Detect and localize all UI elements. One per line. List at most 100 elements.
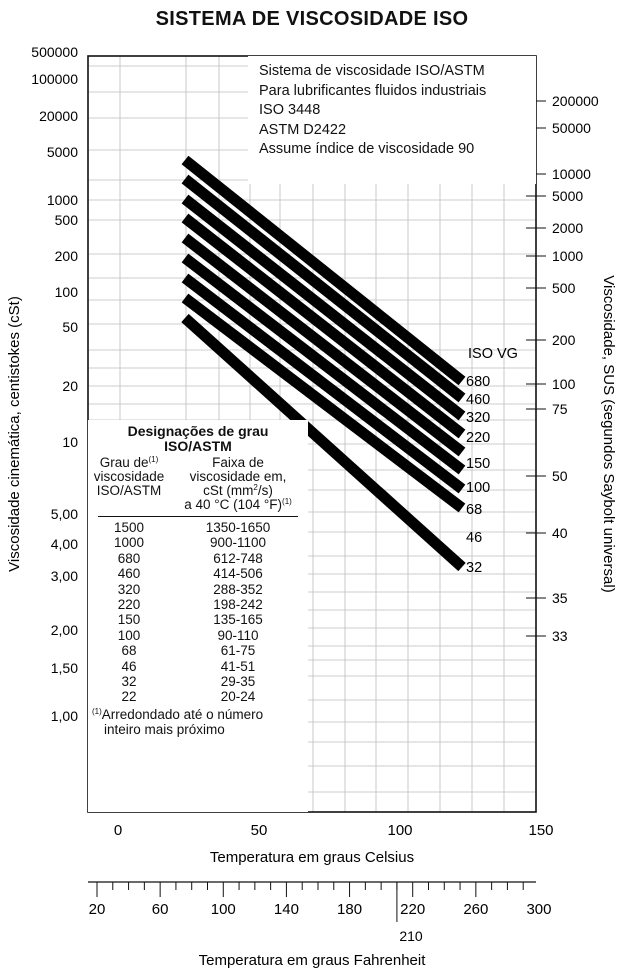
table-row: 220 198-242 — [88, 597, 308, 612]
grade-cell: 1000 — [113, 535, 145, 551]
x2-tick-label: 220 — [400, 901, 425, 918]
x2-tick-label: 60 — [152, 901, 169, 918]
x2-tick-label: 20 — [89, 901, 106, 918]
y-tick-label: 200 — [55, 248, 79, 264]
table-row: 100 90-110 — [88, 628, 308, 643]
x-tick-labels: 0 50 100 150 — [114, 822, 554, 839]
y2-ticks: 200000 50000 10000 5000 2000 1000 500 200 100 75 5… — [526, 93, 599, 644]
range-cell: 900-1100 — [209, 535, 267, 551]
fahrenheit-axis: 20 60 100 140 180 220 260 300 — [88, 881, 551, 922]
x2-extra-label: 210 — [399, 928, 423, 944]
y2-tick-label: 200 — [552, 332, 576, 348]
y2-tick-label: 5000 — [552, 188, 583, 204]
y2-tick-label: 75 — [552, 401, 568, 417]
info-line: Sistema de viscosidade ISO/ASTM — [259, 63, 485, 79]
range-cell: 29-35 — [220, 674, 256, 690]
range-cell: 41-51 — [220, 658, 256, 674]
range-cell: 61-75 — [220, 643, 256, 659]
y2-tick-label: 33 — [552, 628, 568, 644]
grade-cell: 32 — [121, 674, 137, 690]
grade-cell: 22 — [121, 689, 137, 705]
grade-cell: 220 — [117, 597, 141, 613]
range-cell: 1350-1650 — [205, 520, 271, 535]
series-line-150 — [181, 233, 466, 457]
x-axis-label: Temperatura em graus Celsius — [210, 849, 414, 866]
chart-title: SISTEMA DE VISCOSIDADE ISO — [155, 8, 469, 30]
y2-tick-label: 2000 — [552, 220, 583, 236]
info-line: Assume índice de viscosidade 90 — [259, 141, 475, 157]
grade-cell: 320 — [117, 581, 141, 597]
range-cell: 612-748 — [213, 550, 263, 566]
col-header-range: Faixa de viscosidade em, cSt (mm2/s) a 4… — [184, 455, 292, 512]
info-box: Sistema de viscosidade ISO/ASTM Para lub… — [248, 56, 536, 184]
x-tick-label: 0 — [114, 822, 122, 839]
y2-tick-label: 500 — [552, 280, 576, 296]
y-tick-label: 3,00 — [51, 568, 78, 584]
grade-cell: 460 — [117, 566, 141, 582]
x-tick-label: 150 — [528, 822, 553, 839]
y2-tick-label: 10000 — [552, 166, 591, 182]
table-row: 1500 1350-1650 — [88, 520, 308, 535]
grade-table: Designações de grau ISO/ASTM Grau de(1) … — [88, 420, 308, 812]
y-tick-label: 10 — [62, 434, 78, 450]
grade-cell: 150 — [117, 612, 141, 628]
y-tick-label: 5,00 — [51, 506, 78, 522]
table-row: 460 414-506 — [88, 566, 308, 581]
y-tick-label: 1,00 — [51, 708, 78, 724]
x2-tick-label: 180 — [337, 901, 362, 918]
series-line-46 — [181, 293, 466, 513]
series-label: 68 — [466, 502, 482, 518]
series-label: 320 — [466, 410, 490, 426]
grade-table-header: Grau de(1) viscosidade ISO/ASTM Faixa de… — [88, 456, 308, 512]
range-cell: 288-352 — [213, 581, 263, 597]
grade-cell: 68 — [121, 643, 137, 659]
table-row: 680 612-748 — [88, 551, 308, 566]
table-row: 22 20-24 — [88, 689, 308, 704]
range-cell: 198-242 — [213, 597, 263, 613]
table-row: 46 41-51 — [88, 659, 308, 674]
grade-cell: 100 — [117, 627, 141, 643]
x-tick-label: 50 — [251, 822, 268, 839]
series-label: 220 — [466, 430, 490, 446]
header-rule — [98, 516, 298, 517]
series-line-68 — [181, 273, 466, 494]
y2-tick-label: 200000 — [552, 93, 599, 109]
table-row: 150 135-165 — [88, 612, 308, 627]
table-row: 68 61-75 — [88, 643, 308, 658]
grade-cell: 46 — [121, 658, 137, 674]
series-line-220 — [181, 213, 466, 439]
range-cell: 414-506 — [213, 566, 263, 582]
grade-cell: 680 — [117, 550, 141, 566]
series-label: 150 — [466, 456, 490, 472]
x-tick-label: 100 — [387, 822, 412, 839]
grade-cell: 1500 — [113, 520, 145, 535]
y-tick-label: 5000 — [47, 144, 78, 160]
series-labels: ISO VG 680 460 320 220 150 100 68 46 32 — [466, 346, 518, 576]
series-label-header: ISO VG — [468, 346, 518, 362]
y2-tick-label: 50000 — [552, 120, 591, 136]
series-line-100 — [181, 253, 466, 475]
x2-axis-label: Temperatura em graus Fahrenheit — [199, 952, 427, 969]
x2-tick-label: 100 — [211, 901, 236, 918]
y2-axis-label: Viscosidade, SUS (segundos Saybolt unive… — [600, 275, 617, 592]
series-line-32 — [181, 313, 466, 572]
y-tick-label: 20000 — [39, 108, 78, 124]
y-tick-label: 2,00 — [51, 622, 78, 638]
y-tick-labels: 500000 100000 20000 5000 1000 500 200 100 50 20 10… — [31, 44, 78, 724]
y-tick-label: 50 — [62, 319, 78, 335]
grade-table-title: Designações de grau ISO/ASTM — [127, 423, 269, 454]
table-row: 320 288-352 — [88, 582, 308, 597]
x2-tick-label: 140 — [274, 901, 299, 918]
y-tick-label: 1,50 — [51, 660, 78, 676]
y-tick-label: 100 — [55, 284, 79, 300]
col-header-grade: Grau de(1) viscosidade ISO/ASTM — [93, 455, 165, 498]
series-label: 460 — [466, 392, 490, 408]
series-line-680 — [181, 155, 466, 386]
series-label: 680 — [466, 374, 490, 390]
series-label: 32 — [466, 560, 482, 576]
range-cell: 20-24 — [220, 689, 256, 705]
footnote: (1)Arredondado até o número inteiro mais… — [92, 706, 264, 737]
table-row: 32 29-35 — [88, 674, 308, 689]
y-tick-label: 1000 — [47, 192, 78, 208]
